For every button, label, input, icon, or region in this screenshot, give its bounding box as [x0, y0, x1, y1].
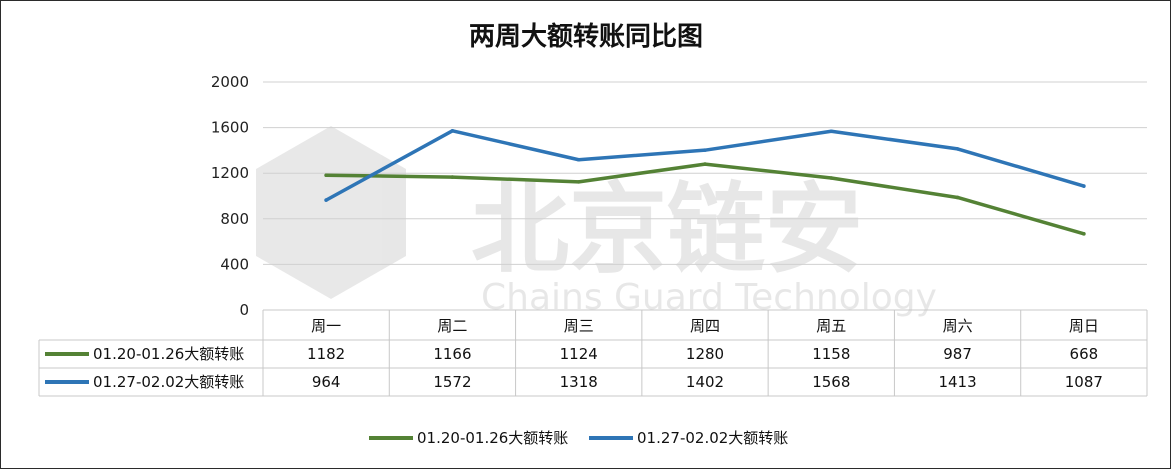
watermark: 北京链安 Chains Guard Technology — [256, 126, 937, 318]
x-tick-label: 周日 — [1069, 317, 1099, 335]
legend-label: 01.27-02.02大额转账 — [637, 429, 788, 447]
data-point — [703, 148, 707, 152]
y-tick-label: 400 — [220, 255, 249, 273]
data-label: 1568 — [812, 373, 850, 391]
data-point — [324, 173, 328, 178]
data-point — [1082, 184, 1086, 188]
series-lines — [324, 128, 1086, 236]
data-point — [829, 176, 834, 180]
data-table: 周一 周二 周三 周四 周五 周六 周日 01.20-01.26大额转账 1182 1166 112… — [38, 309, 1148, 397]
x-tick-label: 周三 — [564, 317, 594, 335]
legend: 01.20-01.26大额转账 01.27-02.02大额转账 — [369, 429, 788, 447]
data-label: 1124 — [560, 345, 598, 363]
data-label: 1087 — [1065, 373, 1103, 391]
data-label: 1318 — [560, 373, 598, 391]
table-series-label: 01.27-02.02大额转账 — [93, 373, 244, 391]
data-point — [703, 162, 707, 166]
data-label: 987 — [943, 345, 972, 363]
data-point — [829, 129, 834, 134]
y-tick-label: 1200 — [211, 164, 249, 182]
data-label: 1402 — [686, 373, 724, 391]
data-label: 668 — [1070, 345, 1099, 363]
chart-title: 两周大额转账同比图 — [469, 22, 703, 52]
y-tick-label: 800 — [220, 210, 249, 228]
data-point — [955, 147, 960, 151]
x-tick-label: 周四 — [690, 317, 720, 335]
x-tick-label: 周六 — [943, 317, 973, 335]
data-point — [576, 180, 581, 184]
y-tick-label: 1600 — [211, 119, 249, 137]
data-point — [450, 175, 455, 179]
watermark-cn: 北京链安 — [471, 173, 863, 287]
x-tick-label: 周一 — [311, 317, 341, 335]
data-point — [324, 198, 328, 202]
data-point — [1082, 232, 1086, 236]
y-tick-label: 0 — [239, 301, 249, 319]
watermark-en: Chains Guard Technology — [481, 277, 937, 318]
data-point — [955, 195, 960, 200]
y-tick-label: 2000 — [211, 73, 249, 91]
data-point — [450, 128, 455, 133]
data-label: 1166 — [433, 345, 471, 363]
legend-label: 01.20-01.26大额转账 — [417, 429, 568, 447]
x-tick-label: 周二 — [437, 317, 467, 335]
data-label: 1280 — [686, 345, 724, 363]
data-label: 1182 — [307, 345, 345, 363]
data-label: 1413 — [938, 373, 976, 391]
data-point — [576, 157, 581, 162]
data-label: 964 — [312, 373, 341, 391]
data-label: 1572 — [433, 373, 471, 391]
y-axis: 0 400 800 1200 1600 2000 — [211, 73, 249, 319]
data-label: 1158 — [812, 345, 850, 363]
table-series-label: 01.20-01.26大额转账 — [93, 345, 244, 363]
x-tick-label: 周五 — [816, 317, 846, 335]
watermark-logo-icon — [256, 126, 406, 299]
